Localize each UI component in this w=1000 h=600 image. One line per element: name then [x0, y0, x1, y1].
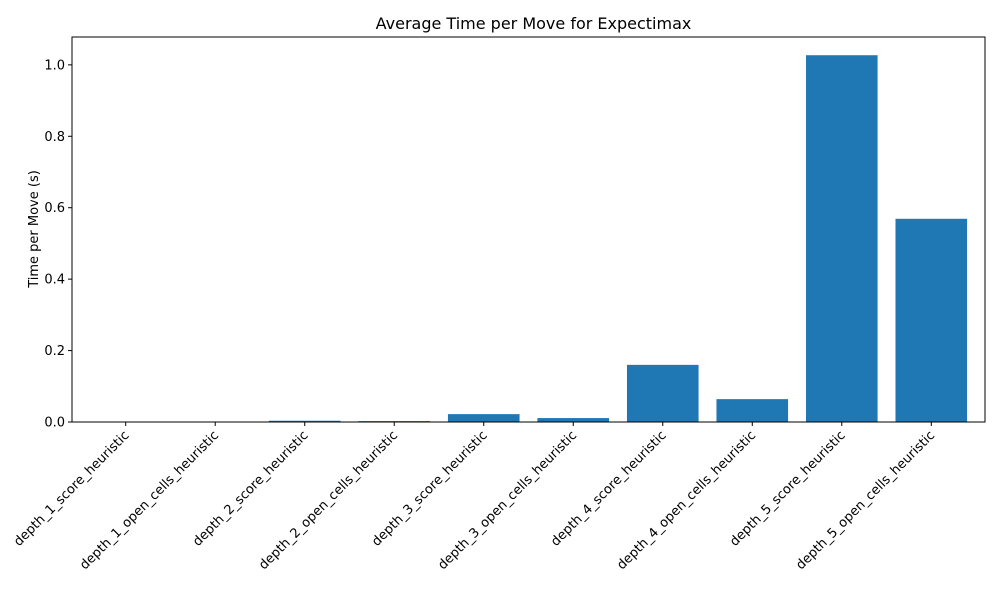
bar-depth-4-open-cells-heuristic — [716, 399, 789, 422]
plot-frame — [71, 36, 986, 423]
y-tick-label: 0.6 — [44, 201, 65, 216]
y-axis-label: Time per Move (s) — [27, 170, 42, 289]
y-tick-label: 0.2 — [44, 344, 65, 359]
bar-depth-4-score-heuristic — [626, 364, 699, 422]
y-tick-label: 1.0 — [44, 58, 65, 73]
y-tick-label: 0.8 — [44, 130, 65, 145]
y-tick-label: 0.0 — [44, 416, 65, 431]
bars-group — [89, 55, 968, 423]
bar-depth-3-open-cells-heuristic — [537, 418, 610, 422]
bar-depth-5-open-cells-heuristic — [895, 218, 968, 422]
y-ticks-group: 0.0 0.2 0.4 0.6 0.8 1.0 — [44, 58, 72, 431]
bar-depth-5-score-heuristic — [805, 55, 878, 423]
bar-depth-2-score-heuristic — [268, 420, 341, 422]
bar-depth-3-score-heuristic — [447, 414, 520, 422]
y-tick-label: 0.4 — [44, 273, 65, 288]
chart-title: Average Time per Move for Expectimax — [376, 14, 692, 33]
